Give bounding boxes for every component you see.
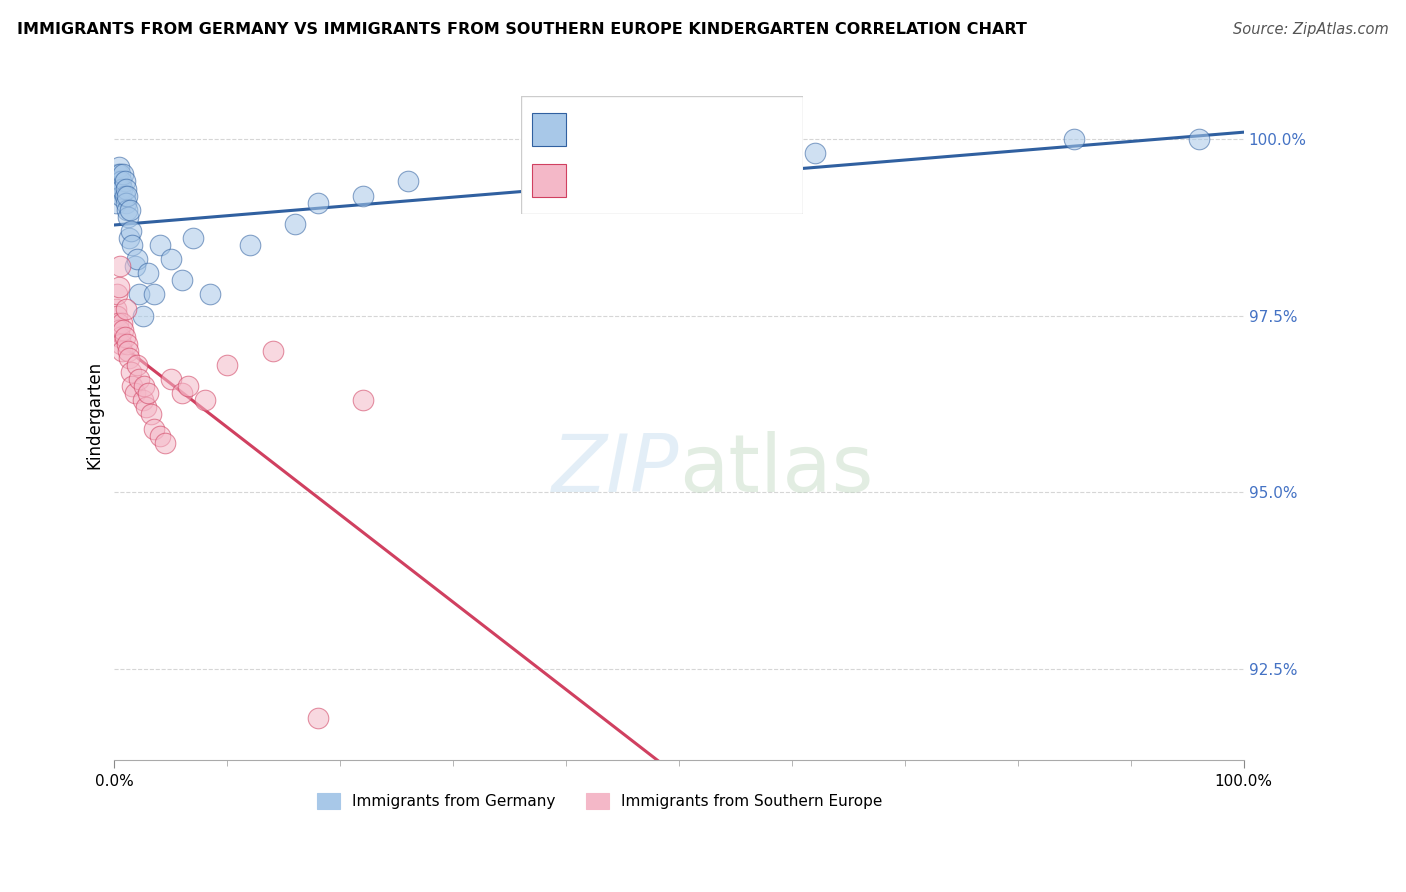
Point <box>114 301 136 316</box>
Point <box>115 188 138 202</box>
Text: IMMIGRANTS FROM GERMANY VS IMMIGRANTS FROM SOUTHERN EUROPE KINDERGARTEN CORRELAT: IMMIGRANTS FROM GERMANY VS IMMIGRANTS FR… <box>17 22 1026 37</box>
Point <box>108 168 131 182</box>
Point <box>172 386 194 401</box>
Point <box>217 358 239 372</box>
Point <box>108 323 131 337</box>
Point <box>124 386 146 401</box>
Point <box>194 393 217 408</box>
Point <box>200 287 222 301</box>
Point <box>155 435 177 450</box>
Text: atlas: atlas <box>679 431 873 508</box>
Point <box>104 301 127 316</box>
Point <box>124 259 146 273</box>
Point <box>396 174 419 188</box>
Point <box>114 188 136 202</box>
Point <box>132 379 155 393</box>
Text: Source: ZipAtlas.com: Source: ZipAtlas.com <box>1233 22 1389 37</box>
Point <box>352 393 374 408</box>
Point <box>107 168 129 182</box>
Point <box>131 309 153 323</box>
Point <box>110 336 132 351</box>
Y-axis label: Kindergarten: Kindergarten <box>86 360 103 468</box>
Point <box>105 287 128 301</box>
Point <box>177 379 200 393</box>
Point <box>114 174 136 188</box>
Point <box>110 174 132 188</box>
Point <box>262 343 284 358</box>
Point <box>108 259 131 273</box>
Point <box>128 372 150 386</box>
Point <box>107 316 129 330</box>
Point <box>284 217 307 231</box>
Point <box>1063 132 1085 146</box>
Point <box>112 168 135 182</box>
Point <box>131 393 153 408</box>
Point <box>108 280 131 294</box>
Point <box>125 358 148 372</box>
Point <box>136 386 159 401</box>
Point <box>125 252 148 267</box>
Point <box>110 188 132 202</box>
Point <box>623 161 645 175</box>
Point <box>1187 132 1209 146</box>
Point <box>108 161 131 175</box>
Point <box>120 365 142 379</box>
Point <box>115 336 138 351</box>
Point <box>118 351 141 365</box>
Point <box>183 231 205 245</box>
Point <box>239 238 262 252</box>
Point <box>121 379 143 393</box>
Point <box>307 711 329 725</box>
Point <box>117 210 139 224</box>
Point <box>149 428 172 442</box>
Point <box>105 309 128 323</box>
Point <box>112 323 135 337</box>
Legend: Immigrants from Germany, Immigrants from Southern Europe: Immigrants from Germany, Immigrants from… <box>311 787 889 815</box>
Point <box>108 330 131 344</box>
Point <box>120 224 142 238</box>
Point <box>115 202 138 217</box>
Point <box>111 343 134 358</box>
Point <box>352 188 374 202</box>
Point <box>139 408 162 422</box>
Point <box>120 202 142 217</box>
Text: ZIP: ZIP <box>551 431 679 508</box>
Point <box>121 238 143 252</box>
Point <box>803 146 825 161</box>
Point <box>108 181 131 195</box>
Point <box>142 287 165 301</box>
Point <box>114 330 136 344</box>
Point <box>136 266 159 280</box>
Point <box>104 195 127 210</box>
Point <box>172 273 194 287</box>
Point <box>114 195 136 210</box>
Point <box>160 372 183 386</box>
Point <box>111 316 134 330</box>
Point <box>135 401 157 415</box>
Point <box>142 421 165 435</box>
Point <box>128 287 150 301</box>
Point <box>117 343 139 358</box>
Point <box>307 195 329 210</box>
Point <box>107 174 129 188</box>
Point <box>111 181 134 195</box>
Point <box>118 231 141 245</box>
Point <box>114 181 136 195</box>
Point <box>160 252 183 267</box>
Point <box>149 238 172 252</box>
